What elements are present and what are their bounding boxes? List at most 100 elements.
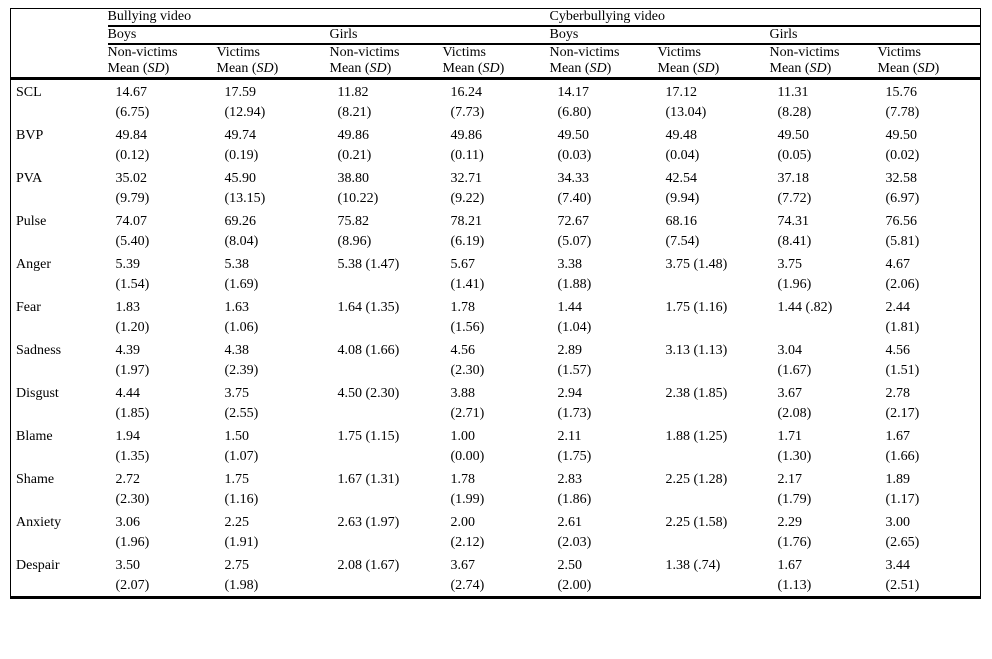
mean-sd-cell: 49.50 (0.03) — [557, 128, 592, 163]
mean-sd-cell: 2.78 (2.17) — [885, 386, 920, 421]
mean-sd-cell: 35.02 (9.79) — [115, 171, 150, 206]
table-header: Bullying video Cyberbullying video Boys Gi… — [10, 8, 981, 80]
sd-label: SD — [809, 61, 827, 76]
mean-sd-suffix: ) — [499, 61, 505, 76]
mean-sd-prefix: Mean ( — [442, 61, 483, 76]
gender-header: Girls — [329, 26, 550, 45]
mean-sd-cell: 5.38 (1.69) — [224, 257, 259, 292]
victim-status-header: Victims — [216, 45, 261, 60]
mean-sd-cell: 3.75 (2.55) — [224, 386, 259, 421]
mean-sd-cell: 11.82 (8.21) — [337, 85, 372, 120]
row-label: BVP — [16, 128, 44, 143]
mean-sd-cell: 2.25 (1.58) — [665, 515, 728, 530]
mean-sd-cell: 72.67 (5.07) — [557, 214, 592, 249]
mean-sd-cell: 38.80 (10.22) — [337, 171, 379, 206]
mean-sd-cell: 15.76 (7.78) — [885, 85, 920, 120]
video-group-row: Bullying video Cyberbullying video — [10, 8, 981, 80]
mean-sd-cell: 2.17 (1.79) — [777, 472, 812, 507]
mean-sd-cell: 1.75 (1.16) — [665, 300, 728, 315]
mean-sd-cell: 49.50 (0.05) — [777, 128, 812, 163]
table-row: Fear 1.83 (1.20) 1.63 (1.06) 1.64 (1.35) 1.7… — [11, 295, 981, 338]
mean-sd-cell: 5.38 (1.47) — [337, 257, 400, 272]
victim-status-header: Non-victims — [329, 45, 400, 60]
mean-sd-cell: 49.48 (0.04) — [665, 128, 700, 163]
row-label: Anxiety — [16, 515, 62, 530]
stub-header — [10, 8, 108, 80]
mean-sd-cell: 5.67 (1.41) — [450, 257, 485, 292]
mean-sd-prefix: Mean ( — [216, 61, 257, 76]
mean-sd-cell: 2.25 (1.28) — [665, 472, 728, 487]
mean-sd-cell: 4.56 (1.51) — [885, 343, 920, 378]
mean-sd-cell: 1.78 (1.99) — [450, 472, 485, 507]
descriptives-table: Bullying video Cyberbullying video Boys Gi… — [10, 8, 981, 599]
mean-sd-header: Mean (SD) — [216, 61, 330, 80]
row-label: Blame — [16, 429, 53, 444]
sd-label: SD — [256, 61, 274, 76]
mean-sd-cell: 3.67 (2.08) — [777, 386, 812, 421]
mean-sd-cell: 34.33 (7.40) — [557, 171, 592, 206]
mean-sd-cell: 1.75 (1.15) — [337, 429, 400, 444]
mean-sd-suffix: ) — [606, 61, 612, 76]
mean-sd-header: Mean (SD) — [329, 61, 443, 80]
sd-label: SD — [697, 61, 715, 76]
victim-status-row: Non-victims Victims Non-victims Victims Non-… — [11, 44, 981, 61]
video-group-header: Bullying video — [107, 8, 550, 27]
mean-sd-cell: 49.86 (0.21) — [337, 128, 372, 163]
mean-sd-cell: 17.59 (12.94) — [224, 85, 266, 120]
table-row: SCL 14.67 (6.75) 17.59 (12.94) 11.82 (8.21)… — [11, 79, 981, 124]
mean-sd-cell: 1.75 (1.16) — [224, 472, 259, 507]
mean-sd-prefix: Mean ( — [877, 61, 918, 76]
mean-sd-cell: 2.63 (1.97) — [337, 515, 400, 530]
mean-sd-cell: 1.67 (1.13) — [777, 558, 812, 593]
sd-label: SD — [917, 61, 935, 76]
mean-sd-cell: 76.56 (5.81) — [885, 214, 920, 249]
sd-label: SD — [147, 61, 165, 76]
mean-sd-cell: 1.63 (1.06) — [224, 300, 259, 335]
mean-sd-suffix: ) — [273, 61, 279, 76]
mean-sd-cell: 75.82 (8.96) — [337, 214, 372, 249]
mean-sd-cell: 2.50 (2.00) — [557, 558, 592, 593]
row-label: SCL — [16, 85, 42, 100]
mean-sd-cell: 4.56 (2.30) — [450, 343, 485, 378]
victim-status-header: Non-victims — [769, 45, 840, 60]
mean-sd-cell: 1.67 (1.31) — [337, 472, 400, 487]
mean-sd-cell: 49.84 (0.12) — [115, 128, 150, 163]
mean-sd-cell: 68.16 (7.54) — [665, 214, 700, 249]
mean-sd-cell: 2.11 (1.75) — [557, 429, 592, 464]
mean-sd-suffix: ) — [826, 61, 832, 76]
mean-sd-suffix: ) — [934, 61, 940, 76]
mean-sd-header: Mean (SD) — [442, 61, 550, 80]
mean-sd-cell: 3.67 (2.74) — [450, 558, 485, 593]
table-row: Despair 3.50 (2.07) 2.75 (1.98) 2.08 (1.67)… — [11, 553, 981, 598]
row-label: Disgust — [16, 386, 59, 401]
mean-sd-cell: 2.61 (2.03) — [557, 515, 592, 550]
mean-sd-cell: 3.75 (1.48) — [665, 257, 728, 272]
victim-status-header: Victims — [877, 45, 922, 60]
row-label: Despair — [16, 558, 60, 573]
mean-sd-cell: 1.50 (1.07) — [224, 429, 259, 464]
table-row: BVP 49.84 (0.12) 49.74 (0.19) 49.86 (0.21) 4… — [11, 123, 981, 166]
mean-sd-cell: 4.44 (1.85) — [115, 386, 150, 421]
gender-row: Boys Girls Boys Girls — [11, 26, 981, 45]
table-body: SCL 14.67 (6.75) 17.59 (12.94) 11.82 (8.21)… — [11, 79, 981, 598]
mean-sd-cell: 3.50 (2.07) — [115, 558, 150, 593]
table-row: Pulse 74.07 (5.40) 69.26 (8.04) 75.82 (8.96… — [11, 209, 981, 252]
mean-sd-cell: 2.72 (2.30) — [115, 472, 150, 507]
mean-sd-header: Mean (SD) — [549, 61, 658, 80]
mean-sd-header: Mean (SD) — [769, 61, 878, 80]
mean-sd-cell: 32.71 (9.22) — [450, 171, 485, 206]
mean-sd-cell: 11.31 (8.28) — [777, 85, 812, 120]
victim-status-header: Victims — [657, 45, 702, 60]
mean-sd-cell: 3.44 (2.51) — [885, 558, 920, 593]
table-row: Shame 2.72 (2.30) 1.75 (1.16) 1.67 (1.31) 1.… — [11, 467, 981, 510]
mean-sd-header: Mean (SD) — [877, 61, 981, 80]
table-row: Anger 5.39 (1.54) 5.38 (1.69) 5.38 (1.47) 5.… — [11, 252, 981, 295]
mean-sd-cell: 1.71 (1.30) — [777, 429, 812, 464]
gender-header: Boys — [107, 26, 330, 45]
mean-sd-cell: 2.89 (1.57) — [557, 343, 592, 378]
mean-sd-row: Mean (SD) Mean (SD) Mean (SD) Mean (SD) Mean… — [11, 61, 981, 80]
mean-sd-prefix: Mean ( — [107, 61, 148, 76]
mean-sd-cell: 16.24 (7.73) — [450, 85, 485, 120]
sd-label: SD — [589, 61, 607, 76]
